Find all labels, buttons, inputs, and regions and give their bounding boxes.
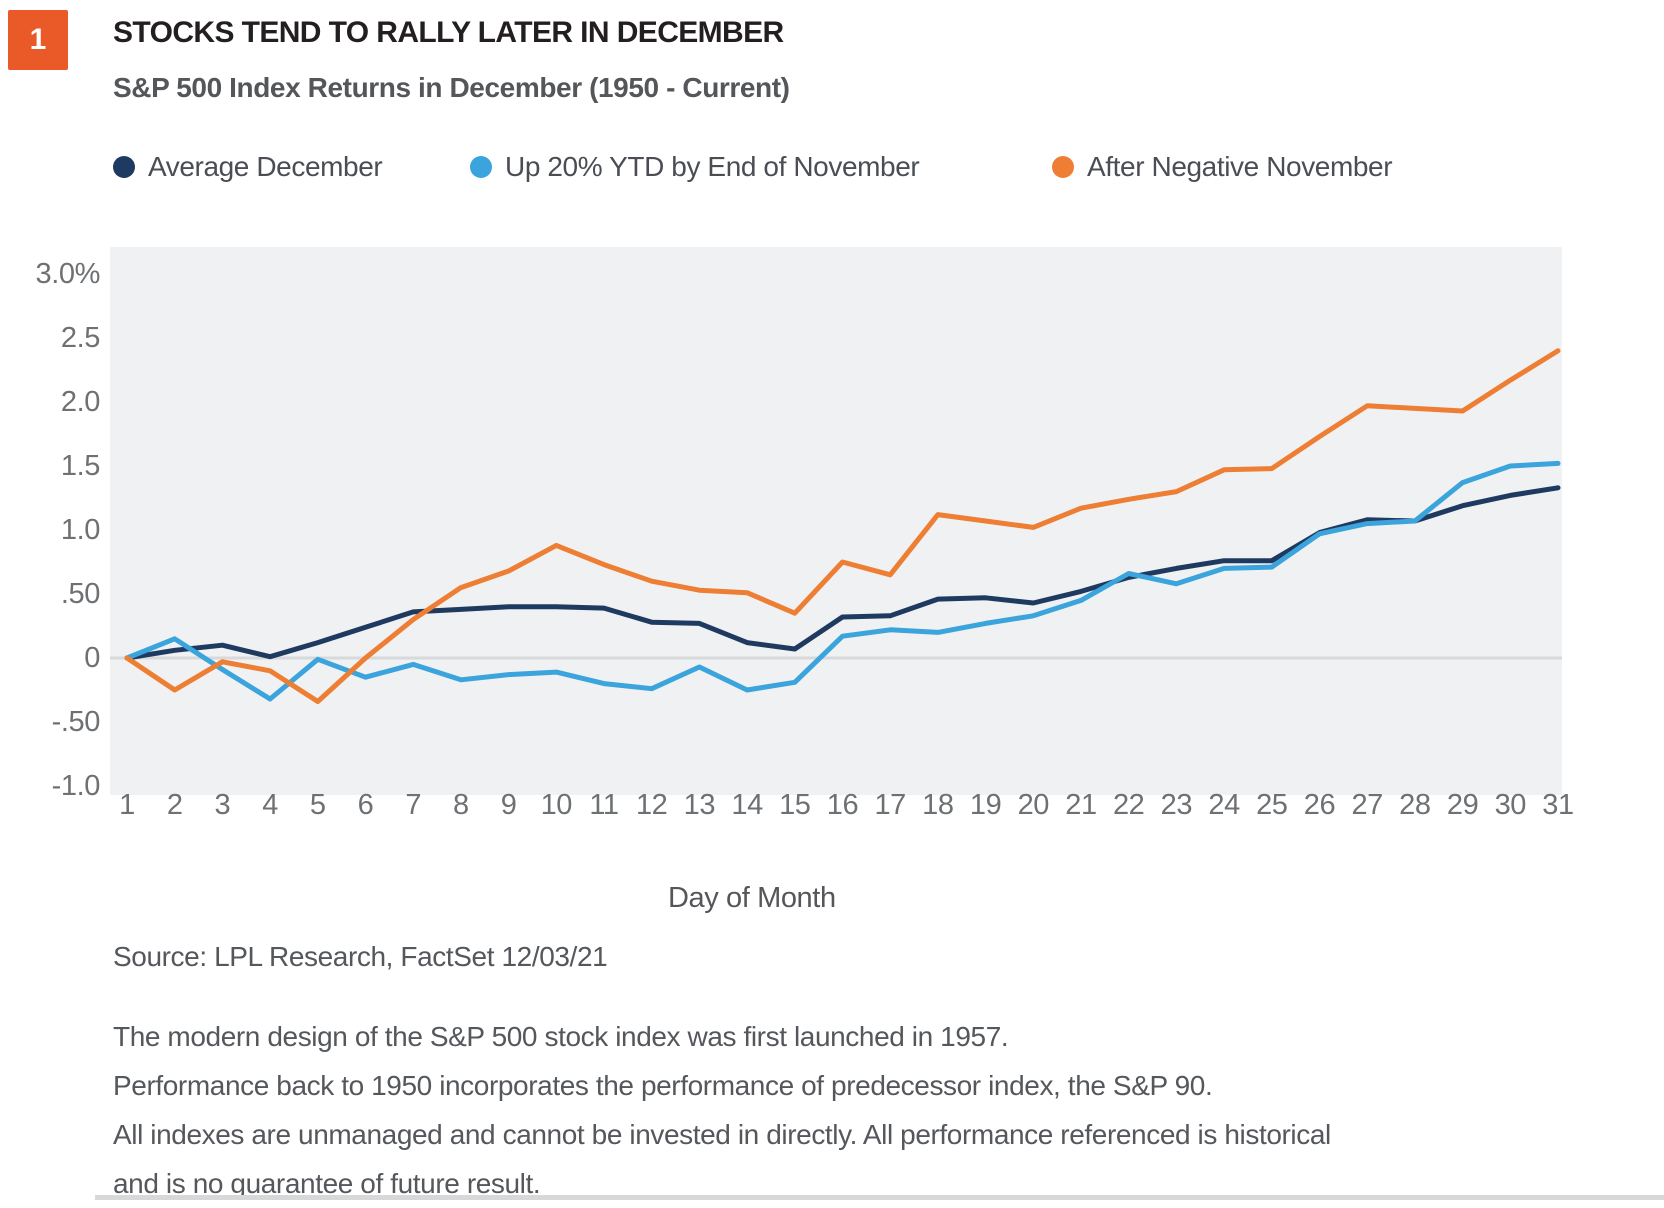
legend-label: Average December bbox=[148, 151, 383, 182]
x-tick-label: 23 bbox=[1160, 789, 1193, 821]
y-tick-label: .50 bbox=[60, 578, 101, 610]
x-tick-label: 26 bbox=[1303, 789, 1336, 821]
x-tick-label: 25 bbox=[1256, 789, 1288, 821]
x-axis-title: Day of Month bbox=[668, 882, 836, 914]
x-tick-label: 6 bbox=[357, 789, 374, 821]
x-tick-label: 11 bbox=[589, 789, 619, 821]
page-bottom-divider bbox=[95, 1195, 1664, 1200]
x-tick-label: 7 bbox=[405, 789, 422, 821]
plot-area bbox=[110, 247, 1562, 795]
up-20-ytd-line bbox=[124, 460, 1561, 702]
x-tick-label: 20 bbox=[1017, 789, 1050, 821]
x-tick-label: 28 bbox=[1399, 789, 1431, 821]
y-tick-label: 0 bbox=[84, 642, 100, 674]
y-tick-label: 1.5 bbox=[60, 450, 101, 482]
y-tick-label: 2.5 bbox=[60, 322, 101, 354]
x-tick-label: 19 bbox=[969, 789, 1002, 821]
x-tick-label: 13 bbox=[683, 789, 716, 821]
figure-number-badge: 1 bbox=[8, 10, 68, 70]
source-note: Source: LPL Research, FactSet 12/03/21 bbox=[113, 941, 608, 972]
x-tick-label: 30 bbox=[1494, 789, 1527, 821]
footnote-line: Performance back to 1950 incorporates th… bbox=[113, 1070, 1213, 1101]
footnote-line: The modern design of the S&P 500 stock i… bbox=[113, 1021, 1009, 1052]
legend-dot-icon bbox=[113, 156, 135, 178]
x-tick-label: 24 bbox=[1208, 789, 1240, 821]
chart-canvas bbox=[110, 348, 1562, 704]
chart-subtitle: S&P 500 Index Returns in December (1950 … bbox=[113, 72, 790, 103]
footnotes: The modern design of the S&P 500 stock i… bbox=[113, 1012, 1331, 1208]
x-tick-label: 3 bbox=[214, 789, 231, 821]
x-tick-label: 4 bbox=[262, 789, 278, 821]
x-tick-label: 14 bbox=[731, 789, 763, 821]
legend-dot-icon bbox=[1052, 156, 1074, 178]
x-tick-label: 12 bbox=[635, 789, 668, 821]
x-tick-label: 8 bbox=[453, 789, 469, 821]
legend-item-after-negative-november: After Negative November bbox=[1052, 150, 1393, 184]
footnote-line: and is no guarantee of future result. bbox=[113, 1168, 541, 1199]
x-tick-label: 29 bbox=[1446, 789, 1479, 821]
x-tick-label: 2 bbox=[166, 789, 183, 821]
legend-label: Up 20% YTD by End of November bbox=[505, 151, 920, 182]
legend-item-up-20-ytd: Up 20% YTD by End of November bbox=[470, 150, 920, 184]
figure-number: 1 bbox=[29, 23, 47, 56]
x-tick-label: 18 bbox=[922, 789, 954, 821]
after-negative-november-line bbox=[124, 348, 1561, 704]
legend-dot-icon bbox=[470, 156, 492, 178]
x-tick-label: 15 bbox=[779, 789, 811, 821]
x-tick-label: 1 bbox=[119, 789, 135, 821]
legend-label: After Negative November bbox=[1087, 151, 1393, 182]
y-tick-label: 1.0 bbox=[60, 514, 101, 546]
y-tick-label: -.50 bbox=[51, 706, 101, 738]
y-tick-label: 3.0% bbox=[35, 258, 101, 290]
chart-title: STOCKS TEND TO RALLY LATER IN DECEMBER bbox=[113, 16, 784, 49]
x-tick-label: 21 bbox=[1065, 789, 1097, 821]
footnote-line: All indexes are unmanaged and cannot be … bbox=[113, 1119, 1331, 1150]
x-tick-label: 31 bbox=[1542, 789, 1574, 821]
x-tick-label: 27 bbox=[1351, 789, 1383, 821]
x-tick-label: 5 bbox=[309, 789, 326, 821]
x-tick-label: 16 bbox=[826, 789, 859, 821]
x-tick-label: 9 bbox=[500, 789, 517, 821]
x-tick-label: 10 bbox=[540, 789, 573, 821]
y-tick-label: -1.0 bbox=[51, 770, 101, 802]
x-tick-label: 22 bbox=[1112, 789, 1145, 821]
x-tick-label: 17 bbox=[874, 789, 906, 821]
y-tick-label: 2.0 bbox=[60, 386, 101, 418]
legend-item-average-december: Average December bbox=[113, 150, 383, 184]
average-december-line bbox=[124, 485, 1561, 661]
